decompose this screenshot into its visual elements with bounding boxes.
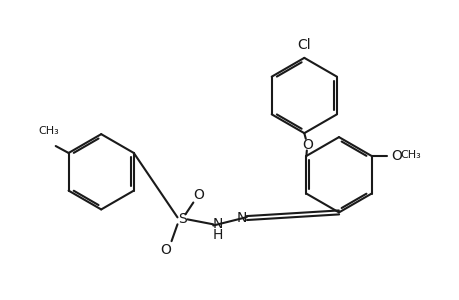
Text: N: N [213, 217, 223, 231]
Text: O: O [391, 149, 402, 163]
Text: O: O [160, 243, 171, 257]
Text: N: N [236, 212, 246, 225]
Text: Cl: Cl [297, 38, 310, 52]
Text: O: O [301, 138, 312, 152]
Text: CH₃: CH₃ [399, 150, 420, 160]
Text: O: O [192, 188, 203, 202]
Text: S: S [178, 212, 186, 226]
Text: H: H [213, 228, 223, 242]
Text: CH₃: CH₃ [38, 126, 59, 136]
